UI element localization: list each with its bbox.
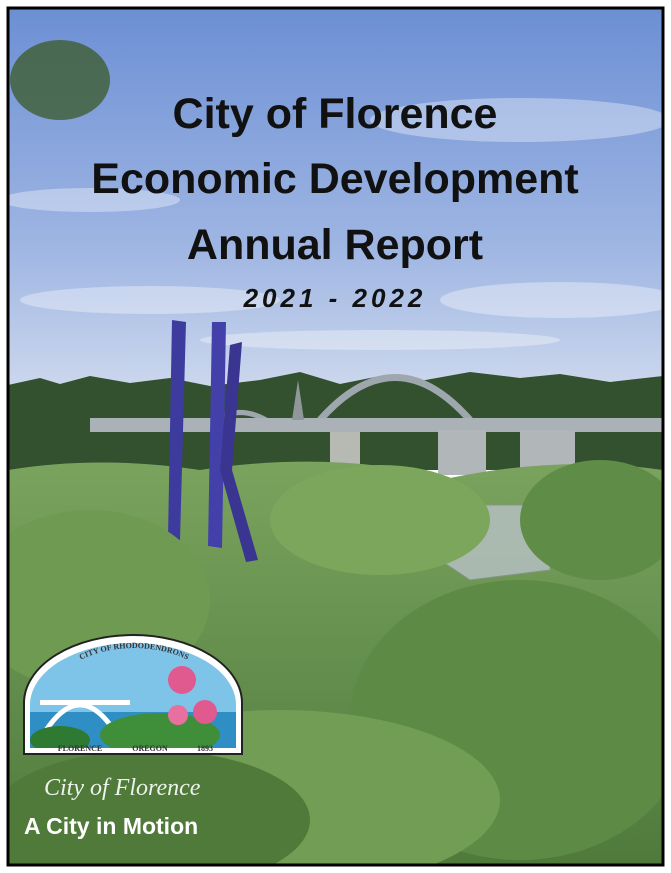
logo: CITY OF RHODODENDRONS FLORENCE OREGON 18…	[24, 635, 242, 757]
script-name: City of Florence	[44, 775, 201, 801]
title-line: Economic Development	[91, 155, 578, 203]
logo-year: 1893	[197, 744, 213, 753]
page: City of Florence Economic Development An…	[0, 0, 671, 873]
logo-state: OREGON	[132, 744, 168, 753]
years: 2021 - 2022	[243, 283, 427, 313]
cover: City of Florence Economic Development An…	[0, 0, 671, 873]
tagline: A City in Motion	[24, 813, 198, 839]
title-line: Annual Report	[187, 221, 483, 269]
title-line: City of Florence	[173, 90, 498, 138]
logo-city: FLORENCE	[58, 744, 102, 753]
